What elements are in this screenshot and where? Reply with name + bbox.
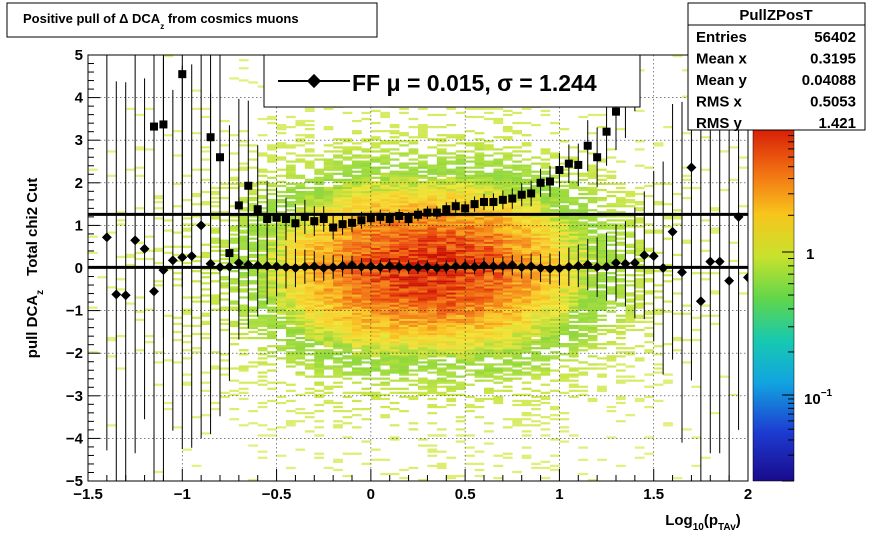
x-tick-label-3: 0 — [367, 486, 375, 503]
color-scale-label-1: 1 — [806, 246, 814, 263]
square-marker-4 — [216, 153, 224, 161]
square-marker-21 — [376, 213, 384, 221]
square-marker-6 — [235, 201, 243, 209]
legend-entry-text: FF μ = 0.015, σ = 1.244 — [352, 70, 597, 96]
square-marker-25 — [414, 211, 422, 219]
y-tick-label-9: 4 — [75, 90, 84, 107]
square-marker-10 — [273, 214, 281, 222]
square-marker-44 — [593, 153, 601, 161]
square-marker-2 — [178, 70, 186, 78]
y-tick-label-5: 0 — [75, 260, 83, 277]
stats-label-1: Mean x — [696, 51, 748, 68]
square-marker-17 — [339, 220, 347, 228]
square-marker-29 — [452, 202, 460, 210]
square-marker-41 — [565, 160, 573, 168]
stats-label-3: RMS x — [696, 94, 743, 111]
square-marker-12 — [291, 219, 299, 227]
square-marker-27 — [433, 209, 441, 217]
color-scale-bar — [753, 130, 794, 481]
square-marker-18 — [348, 219, 356, 227]
y-tick-label-1: −4 — [66, 430, 84, 447]
square-marker-46 — [612, 108, 620, 116]
stats-value-0: 56402 — [814, 29, 856, 46]
square-marker-19 — [357, 216, 365, 224]
y-tick-label-6: 1 — [75, 217, 83, 234]
square-marker-43 — [584, 142, 592, 150]
square-marker-36 — [518, 191, 526, 199]
square-marker-45 — [603, 128, 611, 136]
square-marker-34 — [499, 196, 507, 204]
square-marker-16 — [329, 224, 337, 232]
square-marker-37 — [527, 189, 535, 197]
y-tick-label-7: 2 — [75, 175, 83, 192]
stats-value-4: 1.421 — [818, 115, 856, 132]
x-tick-label-1: −1 — [174, 486, 191, 503]
square-marker-30 — [461, 204, 469, 212]
square-marker-39 — [546, 178, 554, 186]
x-tick-label-4: 0.5 — [455, 486, 476, 503]
square-marker-14 — [310, 217, 318, 225]
y-tick-label-0: −5 — [66, 473, 83, 490]
stats-value-1: 0.3195 — [810, 51, 856, 68]
square-marker-15 — [320, 215, 328, 223]
square-marker-7 — [244, 182, 252, 190]
square-marker-32 — [480, 198, 488, 206]
stats-label-2: Mean y — [696, 72, 748, 89]
square-marker-28 — [442, 205, 450, 213]
x-tick-label-7: 2 — [744, 486, 752, 503]
square-marker-26 — [423, 209, 431, 217]
square-marker-20 — [367, 214, 375, 222]
square-marker-31 — [471, 200, 479, 208]
square-marker-11 — [282, 215, 290, 223]
color-scale-label-2: 10−1 — [804, 388, 833, 408]
square-marker-3 — [207, 133, 215, 141]
y-tick-label-8: 3 — [75, 132, 83, 149]
y-tick-label-4: −1 — [66, 303, 83, 320]
x-tick-label-6: 1.5 — [643, 486, 664, 503]
square-marker-33 — [489, 198, 497, 206]
y-tick-label-3: −2 — [66, 345, 83, 362]
square-marker-13 — [301, 213, 309, 221]
y-tick-label-10: 5 — [75, 47, 83, 64]
square-marker-40 — [555, 166, 563, 174]
y-tick-label-2: −3 — [66, 388, 83, 405]
x-tick-label-5: 1 — [555, 486, 563, 503]
square-marker-9 — [263, 215, 271, 223]
square-marker-1 — [159, 120, 167, 128]
x-axis-label: Log10(pTAv) — [665, 512, 741, 533]
stats-label-4: RMS y — [696, 115, 743, 132]
x-tick-label-2: −0.5 — [262, 486, 292, 503]
stats-value-3: 0.5053 — [810, 94, 856, 111]
square-marker-8 — [254, 205, 262, 213]
stats-box: PullZPosT Entries 56402 Mean x 0.3195 Mean y… — [688, 3, 865, 132]
stats-value-2: 0.04088 — [802, 72, 856, 89]
square-marker-35 — [508, 195, 516, 203]
square-marker-23 — [395, 212, 403, 220]
stats-label-0: Entries — [696, 29, 747, 46]
square-marker-24 — [405, 215, 413, 223]
stats-box-title: PullZPosT — [739, 7, 812, 24]
y-axis-label: pull DCAzTotal chi2 Cut — [24, 178, 46, 358]
square-marker-42 — [574, 161, 582, 169]
square-marker-5 — [225, 249, 233, 257]
square-marker-22 — [386, 215, 394, 223]
square-marker-38 — [537, 179, 545, 187]
square-marker-0 — [150, 123, 158, 131]
